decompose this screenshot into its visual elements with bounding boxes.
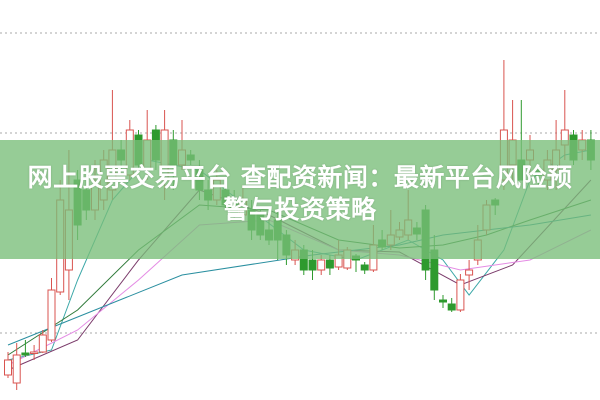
candle-up bbox=[317, 259, 326, 271]
candle-up bbox=[456, 279, 465, 311]
headline-line-1: 网上股票交易平台 查配资新闻：最新平台风险预 bbox=[27, 163, 573, 192]
candle-up bbox=[12, 354, 21, 384]
candle-down bbox=[439, 299, 447, 303]
headline-title: 网上股票交易平台 查配资新闻：最新平台风险预 警与投资策略 bbox=[0, 162, 600, 226]
candle-up bbox=[4, 359, 12, 376]
candle-down bbox=[447, 303, 456, 311]
candle-down bbox=[325, 259, 334, 269]
headline-line-2: 警与投资策略 bbox=[223, 195, 377, 224]
candle-down bbox=[308, 259, 317, 271]
candle-down bbox=[21, 352, 30, 356]
candle-up bbox=[47, 289, 56, 341]
headline-banner bbox=[0, 140, 600, 259]
candle-up bbox=[38, 334, 47, 353]
candle-up bbox=[465, 269, 474, 276]
candle-down bbox=[360, 264, 369, 271]
candle-up bbox=[30, 351, 39, 354]
